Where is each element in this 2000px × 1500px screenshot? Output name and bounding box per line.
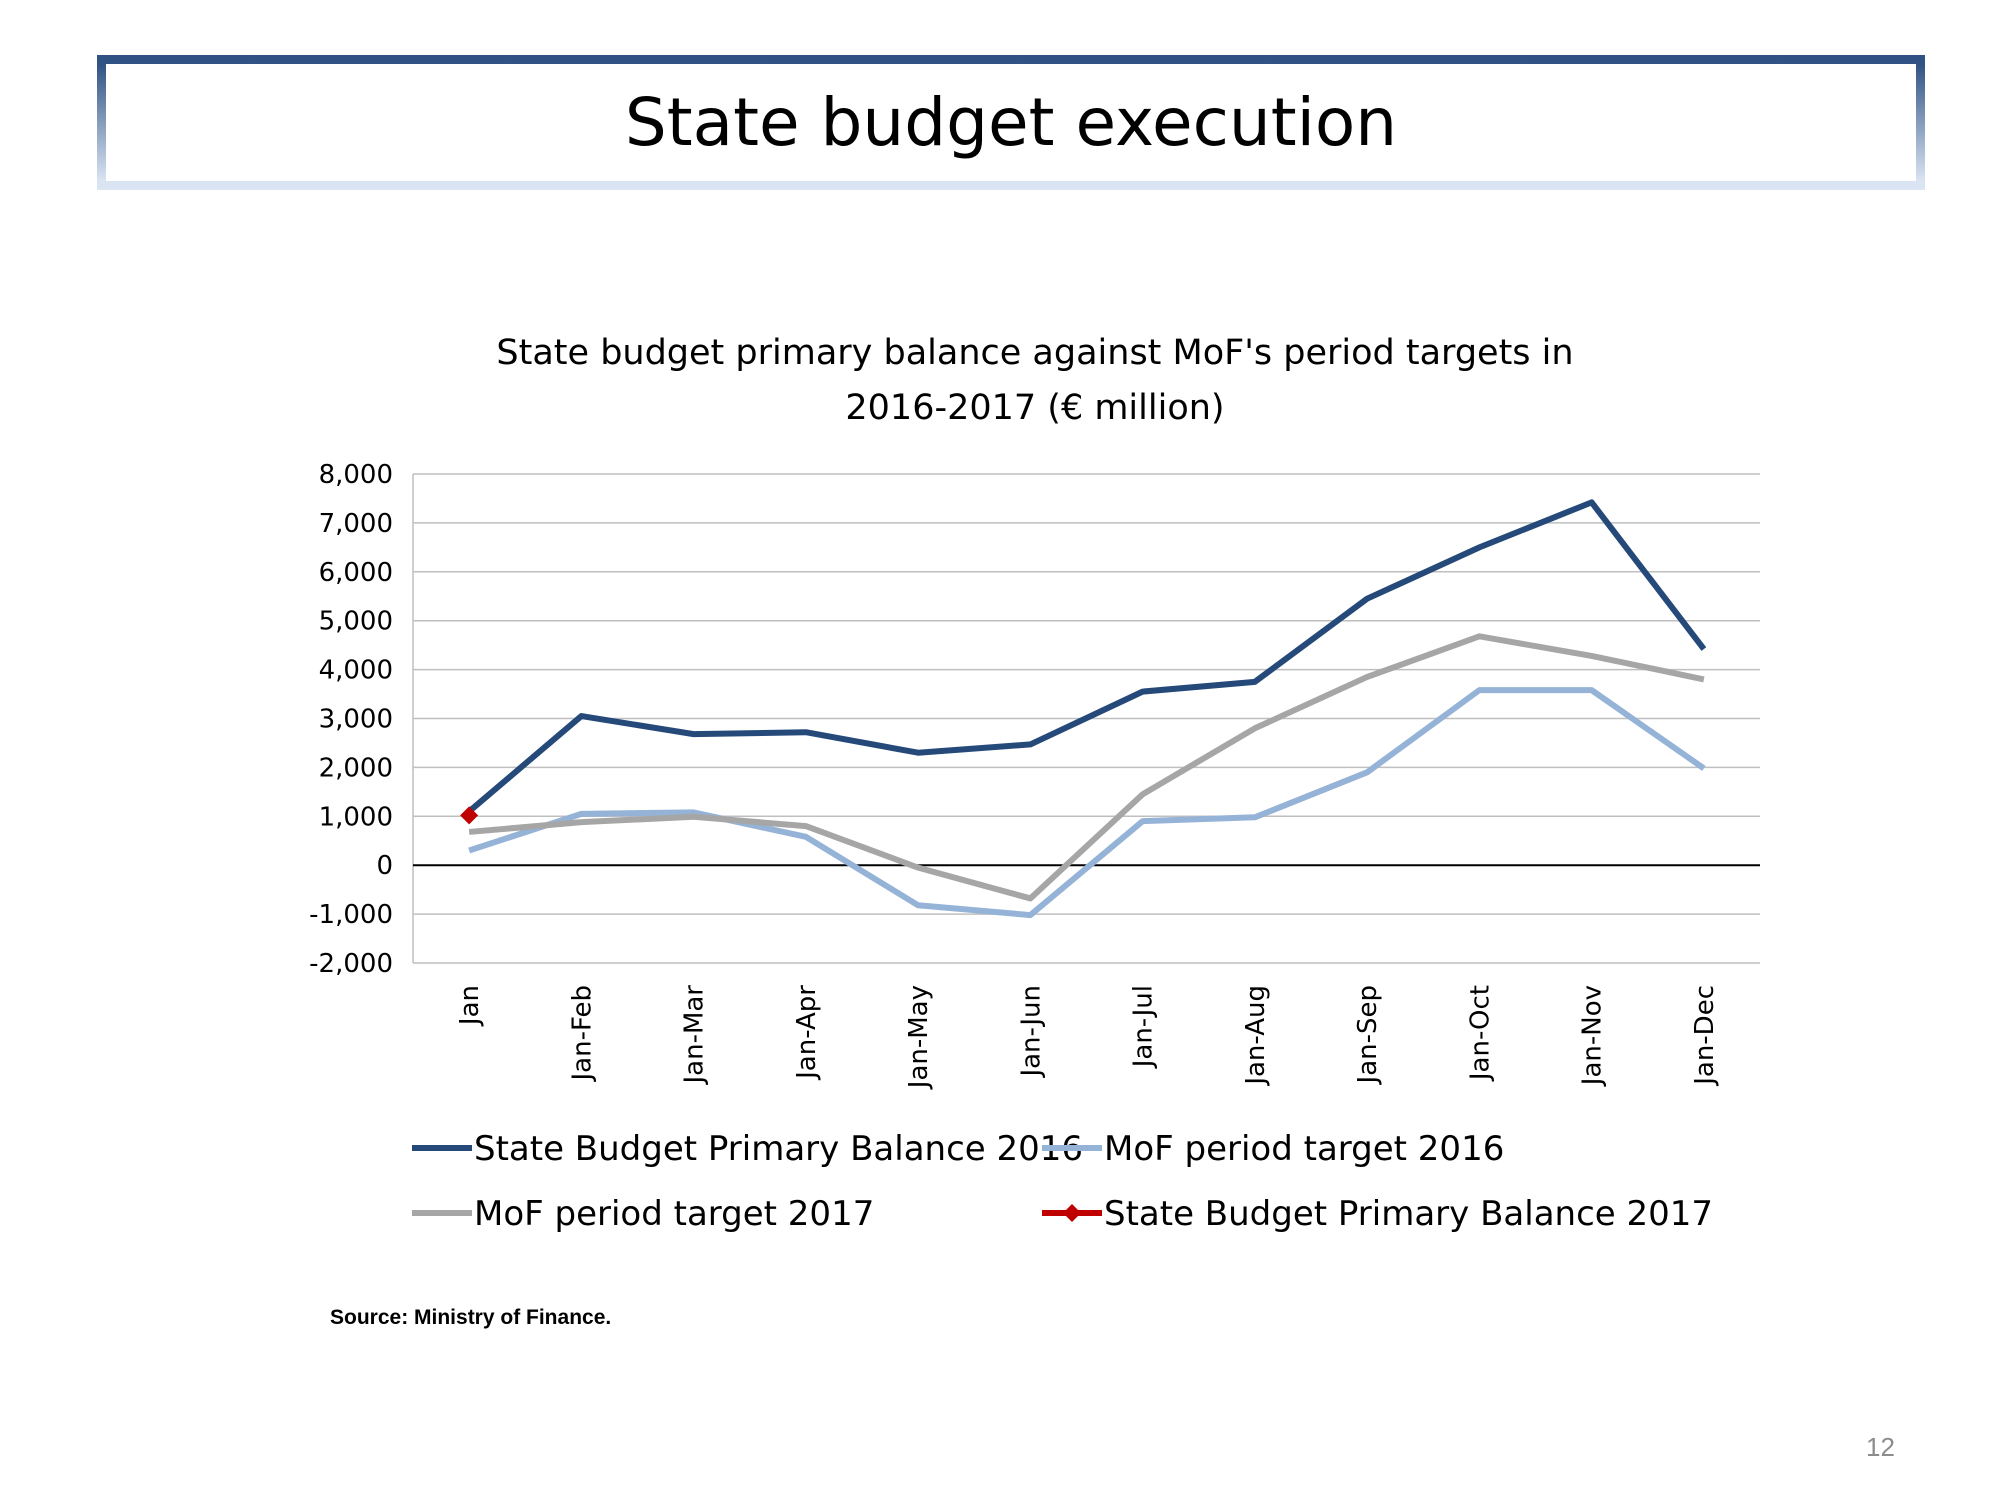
page-number: 12 [1866, 1432, 1895, 1462]
y-tick-label: 0 [376, 851, 393, 881]
y-tick-label: 3,000 [319, 705, 393, 735]
y-tick-label: 7,000 [319, 509, 393, 539]
legend-marker [1063, 1204, 1081, 1222]
x-tick-label: Jan-Feb [567, 985, 597, 1083]
slide-title: State budget execution [624, 84, 1398, 161]
legend-label: MoF period target 2017 [474, 1194, 874, 1234]
series-line [468, 633, 1705, 902]
chart-title: State budget primary balance against MoF… [496, 333, 1574, 428]
point-marker [460, 806, 479, 825]
legend-label: State Budget Primary Balance 2017 [1104, 1194, 1713, 1234]
y-tick-label: 6,000 [319, 558, 393, 588]
y-tick-label: 1,000 [319, 802, 393, 832]
y-tick-label: 4,000 [319, 656, 393, 686]
x-tick-label: Jan-May [904, 985, 934, 1090]
y-tick-label: -1,000 [309, 900, 393, 930]
legend-label: MoF period target 2016 [1104, 1129, 1504, 1169]
x-tick-label: Jan-Sep [1353, 985, 1383, 1085]
x-tick-label: Jan [455, 985, 485, 1027]
x-tick-label: Jan-Nov [1578, 985, 1608, 1087]
series-line [467, 499, 1707, 814]
source-note: Source: Ministry of Finance. [330, 1306, 612, 1329]
header: State budget execution [97, 55, 1925, 190]
legend-label: State Budget Primary Balance 2016 [474, 1129, 1083, 1169]
y-tick-label: 2,000 [319, 753, 393, 783]
x-tick-label: Jan-Apr [792, 985, 822, 1081]
x-tick-label: Jan-Dec [1690, 985, 1720, 1087]
series-line [468, 687, 1706, 919]
x-tick-label: Jan-Mar [680, 985, 710, 1086]
x-tick-label: Jan-Aug [1241, 985, 1271, 1087]
y-tick-label: -2,000 [309, 949, 393, 979]
y-tick-label: 5,000 [319, 607, 393, 637]
x-tick-label: Jan-Jun [1016, 985, 1046, 1079]
x-tick-label: Jan-Jul [1129, 985, 1159, 1069]
y-tick-label: 8,000 [319, 460, 393, 490]
x-tick-label: Jan-Oct [1465, 985, 1495, 1082]
